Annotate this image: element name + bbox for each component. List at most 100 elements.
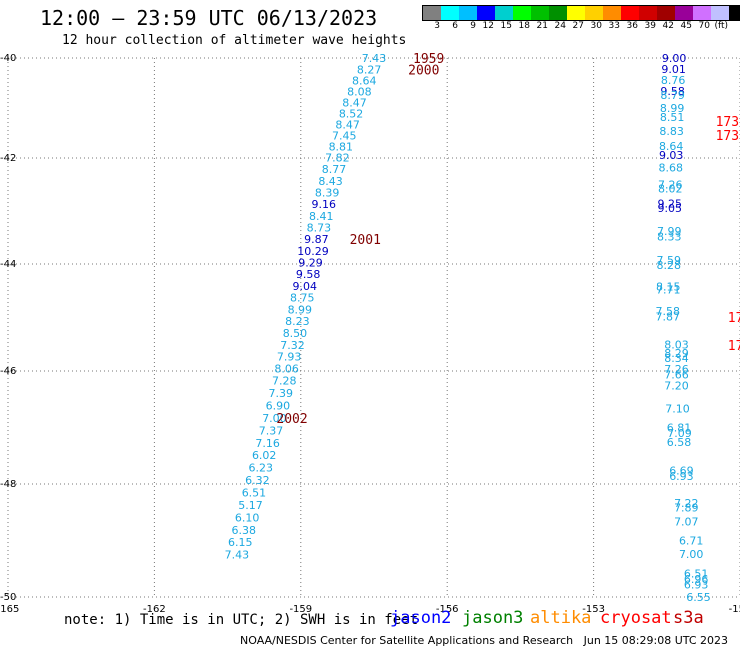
wave-height-label: 8.28 [657,259,682,272]
wave-height-label: 6.10 [235,511,260,524]
wave-height-label: 6.38 [231,524,256,537]
chart-subtitle: 12 hour collection of altimeter wave hei… [62,33,407,48]
y-tick-label: -48 [0,479,16,490]
colorbar-swatch [711,6,729,20]
wave-height-label: 8.83 [659,125,684,138]
wave-height-label: 7.58 [656,305,681,318]
wave-height-label: 8.06 [274,362,299,375]
colorbar-labels: 3 6 9 12 15 18 21 24 27 30 33 36 39 42 45 70 (ft) [422,21,728,31]
wave-height-label: 6.32 [245,474,270,487]
x-tick-label: -150 [729,604,740,615]
wave-height-label: 6.58 [667,436,692,449]
wave-height-label: 8.33 [657,230,682,243]
x-tick-label: -156 [436,604,459,615]
satellite-legend-s3a: s3a [673,608,704,628]
colorbar-swatch [423,6,441,20]
colorbar-swatch [567,6,585,20]
wave-height-label: 7.37 [259,424,284,437]
wave-height-label: 7.00 [679,548,704,561]
colorbar-label: 36 [626,21,638,31]
wave-height-label: 8.99 [660,102,685,115]
wave-height-label: 7.26 [664,363,689,376]
wave-height-label: 7.10 [665,402,690,415]
wave-height-label: 8.43 [318,175,343,188]
wave-height-label: 5.17 [238,499,263,512]
satellite-legend-cryosat: cryosat [600,608,672,628]
wave-height-label: 8.51 [660,111,685,124]
wave-height-label: 8.47 [335,119,360,132]
colorbar-label: 70 [698,21,710,31]
colorbar-swatch [657,6,675,20]
wave-height-label: 8.79 [660,89,685,102]
time-label: 17 [728,311,740,326]
wave-height-label: 6.51 [242,486,267,499]
wave-height-label: 8.08 [347,86,372,99]
wave-height-label: 9.29 [298,256,323,269]
time-label: 1959 [413,52,444,67]
y-tick-label: -50 [0,592,16,603]
colorbar-label: 9 [470,21,476,31]
colorbar-label: 45 [680,21,692,31]
y-tick-label: -46 [0,366,16,377]
x-tick-label: -165 [0,604,19,615]
colorbar-swatch [477,6,495,20]
satellite-legend-altika: altika [530,608,592,628]
wave-height-label: 8.64 [659,140,684,153]
wave-height-label: 8.68 [658,162,683,175]
wave-height-label: 7.26 [658,179,683,192]
wave-height-label: 7.99 [657,225,682,238]
colorbar [422,5,740,21]
wave-height-label: 8.73 [307,221,332,234]
y-tick-label: -40 [0,53,16,64]
wave-height-label: 7.39 [269,387,294,400]
colorbar-swatch [441,6,459,20]
wave-height-label: 6.96 [684,573,709,586]
y-tick-label: -44 [0,259,16,270]
wave-height-label: 8.23 [285,315,310,328]
colorbar-label: 21 [536,21,548,31]
wave-height-label: 9.01 [661,63,686,76]
colorbar-swatch [603,6,621,20]
colorbar-swatch [639,6,657,20]
colorbar-label: 24 [554,21,566,31]
footer-note: note: 1) Time is in UTC; 2) SWH is in fe… [64,612,419,628]
wave-height-label: 9.04 [292,280,317,293]
colorbar-label: 27 [572,21,584,31]
wave-height-label: 7.43 [362,52,387,65]
time-label: 1732 [716,115,740,130]
wave-height-label: 9.00 [662,52,687,65]
colorbar-label: 3 [434,21,440,31]
wave-height-label: 6.15 [228,536,253,549]
wave-height-label: 7.07 [674,515,699,528]
x-tick-label: -153 [582,604,605,615]
colorbar-swatch [585,6,603,20]
time-label: 2001 [350,233,381,248]
wave-height-label: 8.34 [664,352,689,365]
wave-height-label: 7.22 [674,497,699,510]
colorbar-label: 18 [518,21,530,31]
wave-height-label: 7.00 [262,412,287,425]
colorbar-label: 30 [590,21,602,31]
wave-height-label: 8.15 [656,280,681,293]
wave-height-label: 7.93 [277,351,302,364]
colorbar-swatch [693,6,711,20]
wave-height-label: 8.52 [339,108,364,121]
wave-height-label: 8.77 [322,163,347,176]
axis-layer: -165 -162 -159 -156 -153 -150 -40 -42 -44 -46 -48 -… [0,53,740,615]
colorbar-label: 42 [662,21,674,31]
wave-height-label: 6.93 [669,470,694,483]
wave-height-label: 8.03 [664,338,689,351]
time-label: 2002 [276,412,307,427]
wave-height-label: 9.05 [657,202,682,215]
wave-height-label: 8.29 [664,347,689,360]
colorbar-label: 33 [608,21,620,31]
chart-title: 12:00 — 23:59 UTC 06/13/2023 [40,6,378,30]
colorbar-swatch [495,6,513,20]
colorbar-swatch [675,6,693,20]
wave-height-label: 7.66 [664,368,689,381]
wave-height-label: 8.50 [283,327,308,340]
wave-height-label: 6.55 [686,591,711,604]
wave-height-label: 8.81 [329,141,354,154]
wave-height-label: 8.99 [288,303,313,316]
wave-height-label: 9.16 [311,198,336,211]
